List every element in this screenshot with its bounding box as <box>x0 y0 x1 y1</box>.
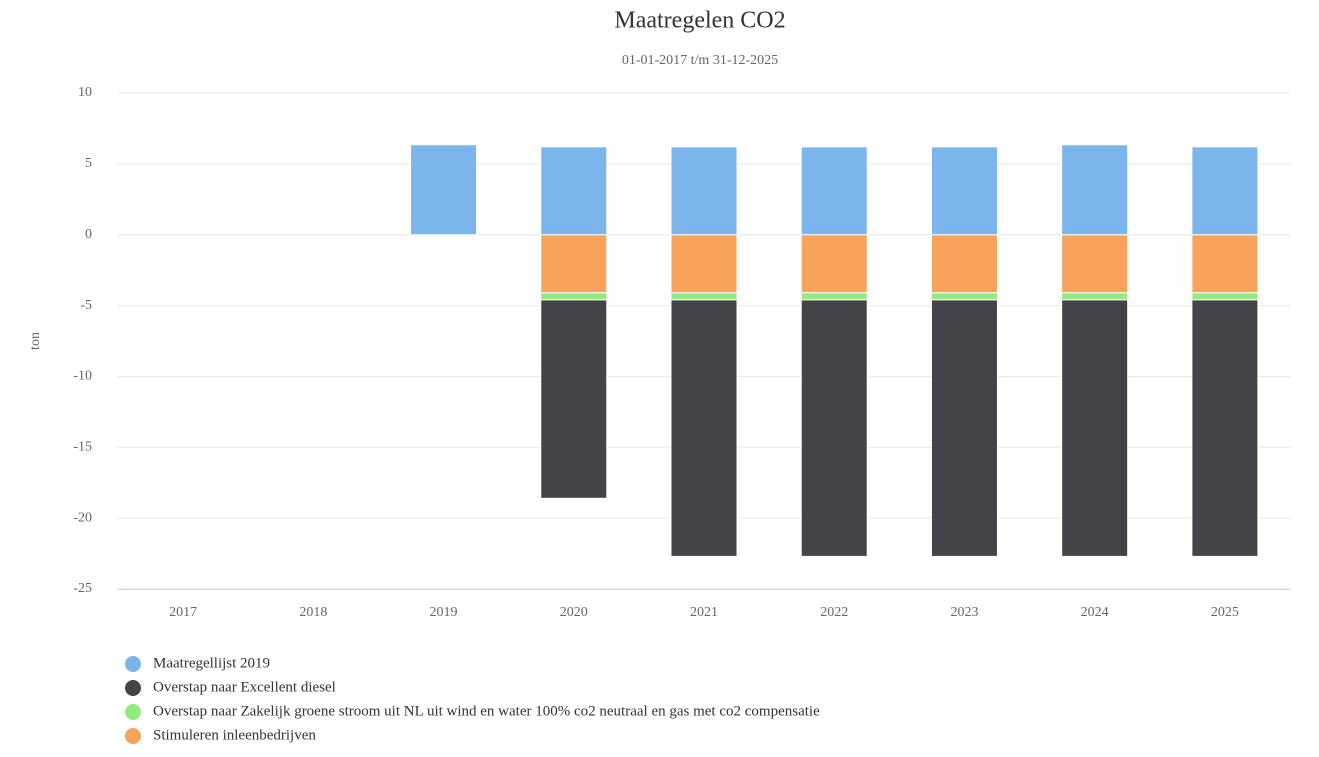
bar-segment <box>1191 292 1259 301</box>
bar-segment <box>1191 146 1259 236</box>
y-tick-label: -25 <box>73 581 92 596</box>
bar-segment <box>670 146 738 236</box>
chart-subtitle: 01-01-2017 t/m 31-12-2025 <box>622 53 778 68</box>
y-tick-label: -15 <box>73 440 92 455</box>
x-tick-label: 2021 <box>690 605 718 620</box>
x-tick-label: 2023 <box>950 605 978 620</box>
bar-segment <box>1061 234 1129 294</box>
bar-segment <box>800 292 868 301</box>
bar-segment <box>930 299 998 557</box>
bar-segment <box>540 146 608 236</box>
x-tick-label: 2024 <box>1081 605 1109 620</box>
bar-segment <box>800 299 868 557</box>
bar-segment <box>930 146 998 236</box>
legend-label: Overstap naar Zakelijk groene stroom uit… <box>153 703 820 719</box>
bar-segment <box>1191 299 1259 557</box>
bar-segment <box>540 292 608 301</box>
legend-marker <box>125 704 141 720</box>
bar-segment <box>930 292 998 301</box>
legend-marker <box>125 656 141 672</box>
y-axis-label: ton <box>28 332 43 350</box>
y-tick-label: -10 <box>73 369 92 384</box>
x-tick-label: 2019 <box>430 605 458 620</box>
y-tick-label: 10 <box>78 85 92 100</box>
bar-segment <box>1191 234 1259 294</box>
bar-segment <box>670 292 738 301</box>
y-tick-label: 0 <box>85 227 92 242</box>
x-tick-label: 2018 <box>299 605 327 620</box>
bar-segment <box>1061 144 1129 236</box>
bar-segment <box>930 234 998 294</box>
bar-segment <box>800 146 868 236</box>
legend-label: Overstap naar Excellent diesel <box>153 679 336 695</box>
legend-marker <box>125 728 141 744</box>
y-tick-label: 5 <box>85 156 92 171</box>
bar-segment <box>670 299 738 557</box>
x-tick-label: 2017 <box>169 605 197 620</box>
legend-label: Stimuleren inleenbedrijven <box>153 727 316 743</box>
bar-segment <box>1061 292 1129 301</box>
bar-segment <box>800 234 868 294</box>
chart-title: Maatregelen CO2 <box>614 8 785 34</box>
y-tick-label: -20 <box>73 510 92 525</box>
x-tick-label: 2020 <box>560 605 588 620</box>
bar-segment <box>410 144 478 236</box>
bar-segment <box>540 299 608 499</box>
bar-segment <box>540 234 608 294</box>
legend-marker <box>125 680 141 696</box>
bar-segment <box>1061 299 1129 557</box>
y-tick-label: -5 <box>80 298 92 313</box>
legend-label: Maatregellijst 2019 <box>153 655 270 671</box>
x-tick-label: 2022 <box>820 605 848 620</box>
bar-segment <box>670 234 738 294</box>
x-tick-label: 2025 <box>1211 605 1239 620</box>
